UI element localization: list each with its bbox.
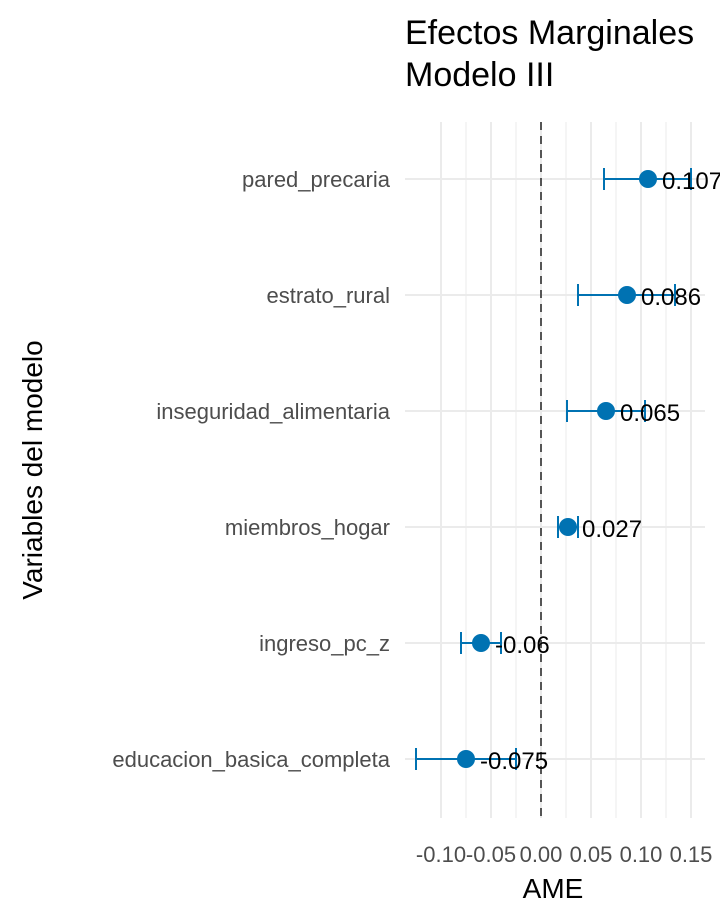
estimate-mark [415,748,517,770]
category-labels: pared_precaria estrato_rural inseguridad_a… [112,167,390,772]
x-tick-label: 0.05 [570,842,613,867]
estimate-mark [566,400,646,422]
x-tick-label: -0.10 [416,842,466,867]
category-label: miembros_hogar [225,515,390,540]
estimate-point [457,750,475,768]
estimate-point [618,286,636,304]
value-labels: 0.107 0.086 0.065 0.027 -0.06 -0.075 [480,168,720,775]
estimate-mark [603,168,692,190]
estimate-point [639,170,657,188]
chart-marks [415,168,692,770]
gridlines [405,122,705,818]
estimate-mark [557,516,579,538]
value-label: 0.065 [620,400,680,427]
value-label: 0.107 [662,168,720,195]
category-label: estrato_rural [266,283,390,308]
estimate-mark [577,284,676,306]
estimate-point [597,402,615,420]
estimate-point [472,634,490,652]
value-label: 0.086 [641,284,701,311]
x-tick-label: -0.05 [466,842,516,867]
chart-title-line2: Modelo III [405,56,554,94]
chart-title-line1: Efectos Marginales [405,14,694,52]
value-label: -0.06 [495,632,550,659]
value-label: -0.075 [480,748,548,775]
x-tick-label: 0.15 [670,842,713,867]
x-tick-label: 0.10 [620,842,663,867]
y-axis-title: Variables del modelo [17,340,48,599]
x-axis-title: AME [523,873,584,904]
x-tick-labels: -0.10 -0.05 0.00 0.05 0.10 0.15 [416,842,712,867]
category-label: ingreso_pc_z [259,631,390,656]
category-label: pared_precaria [242,167,391,192]
estimate-point [559,518,577,536]
value-label: 0.027 [582,516,642,543]
estimate-mark [460,632,502,654]
category-label: educacion_basica_completa [112,747,390,772]
category-label: inseguridad_alimentaria [156,399,390,424]
x-tick-label: 0.00 [520,842,563,867]
